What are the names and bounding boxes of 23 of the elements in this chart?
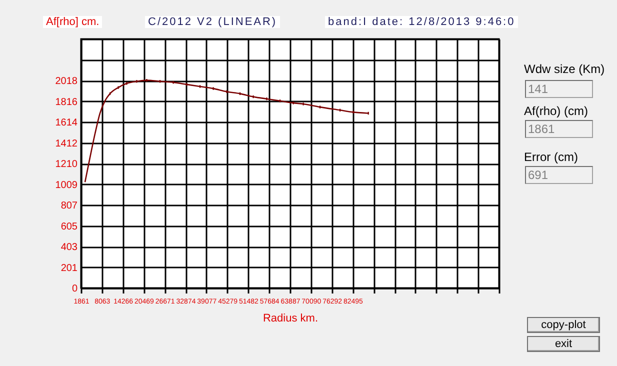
y-tick-label: 1614 <box>55 118 78 129</box>
text: 1861 <box>525 120 593 138</box>
y-tick-label: 403 <box>60 242 78 254</box>
y-tick-label: 201 <box>60 262 78 274</box>
y-tick-label: 2018 <box>55 76 78 88</box>
text: Af(rho) (cm) <box>524 104 588 118</box>
text: copy-plot <box>527 317 600 333</box>
y-tick-label: 1816 <box>55 96 78 108</box>
y-tick-label: 1412 <box>55 138 78 150</box>
x-axis-title: Radius km. <box>262 312 318 324</box>
y-axis-title: Af[rho] cm. <box>43 16 102 28</box>
text: Error (cm) <box>524 150 578 164</box>
y-tick-label: 1210 <box>55 159 78 170</box>
y-tick-label: 0 <box>72 284 78 294</box>
chart-title: C/2012 V2 (LINEAR) <box>145 16 280 28</box>
text: exit <box>527 336 600 352</box>
y-tick-label: 605 <box>60 221 78 232</box>
text: Wdw size (Km) <box>524 62 605 76</box>
text: 141 <box>525 80 593 98</box>
text: 691 <box>525 166 593 184</box>
y-tick-label: 807 <box>60 200 78 212</box>
y-tick-label: 1009 <box>55 180 78 191</box>
chart-subtitle: band:I date: 12/8/2013 9:46:0 <box>325 16 518 28</box>
